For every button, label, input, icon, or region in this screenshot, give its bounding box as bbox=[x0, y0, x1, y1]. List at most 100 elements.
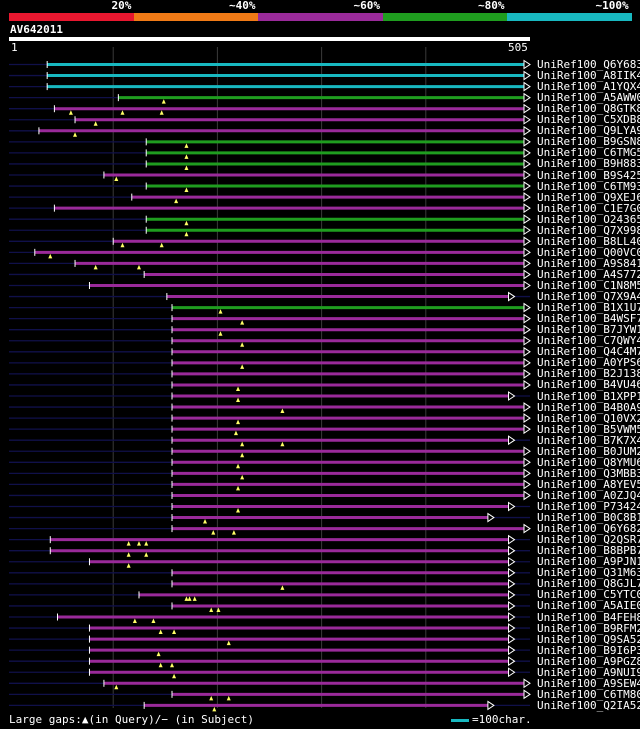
query-gap-marker bbox=[212, 706, 217, 712]
scale-label: ~60% bbox=[353, 0, 381, 12]
hit-label[interactable]: UniRef100_B2J138 bbox=[537, 367, 640, 381]
hit-label[interactable]: UniRef100_O24365 bbox=[537, 212, 640, 226]
hit-label[interactable]: UniRef100_C5XDB8 bbox=[537, 113, 640, 127]
hit-label[interactable]: UniRef100_C1N8M5 bbox=[537, 279, 640, 292]
query-gap-marker bbox=[240, 320, 245, 325]
query-gap-marker bbox=[158, 662, 163, 668]
query-gap-marker bbox=[184, 143, 189, 148]
hit-label[interactable]: UniRef100_C5YTC0 bbox=[537, 588, 640, 602]
hit-end-arrow bbox=[508, 567, 516, 578]
hit-label[interactable]: UniRef100_Q8YMU6 bbox=[537, 455, 640, 469]
hit-label[interactable]: UniRef100_B0C8B1 bbox=[537, 511, 640, 525]
hit-label[interactable]: UniRef100_Q10VX2 bbox=[537, 411, 640, 425]
hit-label[interactable]: UniRef100_A8YEV5 bbox=[537, 477, 640, 491]
hit-label[interactable]: UniRef100_Q9LYA9 bbox=[537, 124, 640, 138]
hit-label[interactable]: UniRef100_B7K7X4 bbox=[537, 433, 640, 447]
hit-end-arrow bbox=[508, 623, 516, 633]
query-gap-marker bbox=[144, 552, 149, 557]
hit-end-arrow bbox=[523, 225, 531, 236]
query-gap-marker bbox=[240, 441, 245, 447]
query-gap-marker bbox=[126, 552, 131, 557]
hit-label[interactable]: UniRef100_Q8GJL7 bbox=[537, 577, 640, 591]
footer-gaps-legend: Large gaps:▲(in Query)/− (in Subject) bbox=[9, 714, 254, 726]
hit-label[interactable]: UniRef100_Q9XEJ6 bbox=[537, 190, 640, 204]
hit-label[interactable]: UniRef100_B9H883 bbox=[537, 157, 640, 171]
hit-label[interactable]: UniRef100_C1E7G0 bbox=[537, 201, 640, 215]
scale-segment bbox=[382, 13, 507, 21]
hit-label[interactable]: UniRef100_A8IIK4 bbox=[537, 69, 640, 83]
query-gap-icon: ▲ bbox=[81, 713, 89, 726]
hit-label[interactable]: UniRef100_A9SEW4 bbox=[537, 676, 640, 690]
hit-label[interactable]: UniRef100_C6TM80 bbox=[537, 687, 640, 701]
hit-label[interactable]: UniRef100_C7QWY4 bbox=[537, 334, 640, 348]
hit-label[interactable]: UniRef100_Q00VC0 bbox=[537, 245, 640, 259]
hit-label[interactable]: UniRef100_A4S772 bbox=[537, 267, 640, 281]
gaps-label: Large gaps: bbox=[9, 713, 82, 726]
hit-label[interactable]: UniRef100_A9PGZ8 bbox=[537, 654, 640, 668]
hit-label[interactable]: UniRef100_Q9SA52 bbox=[537, 632, 640, 646]
hit-end-arrow bbox=[523, 357, 531, 368]
hit-label[interactable]: UniRef100_Q7X9A4 bbox=[537, 290, 640, 304]
query-gap-marker bbox=[184, 231, 189, 237]
hit-label[interactable]: UniRef100_B5VWM5 bbox=[537, 422, 640, 436]
hit-label[interactable]: UniRef100_C6TMG5 bbox=[537, 146, 640, 160]
hit-label[interactable]: UniRef100_Q2IA52 bbox=[537, 698, 640, 712]
hit-label[interactable]: UniRef100_B4WSF7 bbox=[537, 312, 640, 326]
hit-label[interactable]: UniRef100_A0ZJQ4 bbox=[537, 488, 640, 502]
hit-label[interactable]: UniRef100_B8BPB7 bbox=[537, 544, 640, 558]
hit-label[interactable]: UniRef100_B1XPP1 bbox=[537, 389, 640, 403]
query-gap-marker bbox=[240, 452, 245, 458]
hit-label[interactable]: UniRef100_B7JYW1 bbox=[537, 323, 640, 337]
hit-label[interactable]: UniRef100_B9RFM2 bbox=[537, 621, 640, 635]
query-gap-marker bbox=[211, 530, 216, 535]
hit-end-arrow bbox=[523, 136, 531, 147]
hit-label[interactable]: UniRef100_A0YPS6 bbox=[537, 356, 640, 370]
hit-label[interactable]: UniRef100_P73424 bbox=[537, 500, 640, 513]
identity-scale-bar: 20% ~40% ~60% ~80% ~100% bbox=[9, 0, 632, 22]
hit-label[interactable]: UniRef100_A9PJN1 bbox=[537, 555, 640, 569]
hit-label[interactable]: UniRef100_A9S841 bbox=[537, 256, 640, 270]
hit-label[interactable]: UniRef100_Q4C4M7 bbox=[537, 345, 640, 359]
query-gap-marker bbox=[132, 618, 137, 623]
hit-label[interactable]: UniRef100_Q2QSR7 bbox=[537, 533, 640, 547]
query-gap-marker bbox=[184, 220, 189, 226]
hit-label[interactable]: UniRef100_B4B0A9 bbox=[537, 400, 640, 414]
query-gap-marker bbox=[187, 596, 192, 601]
query-gap-marker bbox=[159, 110, 164, 115]
query-gap-marker bbox=[114, 176, 119, 181]
hit-end-arrow bbox=[523, 203, 531, 214]
query-gap-marker bbox=[174, 198, 179, 204]
hit-label[interactable]: UniRef100_Q6Y682 bbox=[537, 522, 640, 536]
hit-label[interactable]: UniRef100_B9I6P3 bbox=[537, 643, 640, 657]
hit-end-arrow bbox=[523, 92, 531, 103]
hit-label[interactable]: UniRef100_A1YQX4 bbox=[537, 80, 640, 94]
hit-label[interactable]: UniRef100_B9S425 bbox=[537, 168, 640, 182]
hit-label[interactable]: UniRef100_B1X1U7 bbox=[537, 301, 640, 315]
hit-label[interactable]: UniRef100_B4VU46 bbox=[537, 378, 640, 392]
hit-label[interactable]: UniRef100_A5AIE0 bbox=[537, 599, 640, 613]
hit-label[interactable]: UniRef100_Q31M63 bbox=[537, 566, 640, 580]
hit-label[interactable]: UniRef100_A9NUI9 bbox=[537, 665, 640, 679]
hit-end-arrow bbox=[523, 258, 531, 269]
hit-end-arrow bbox=[523, 103, 531, 114]
query-gap-marker bbox=[236, 463, 241, 469]
hit-label[interactable]: UniRef100_Q3MBB3 bbox=[537, 466, 640, 480]
hit-label[interactable]: UniRef100_A5AWW0 bbox=[537, 91, 640, 105]
hit-label[interactable]: UniRef100_Q8GTK8 bbox=[537, 102, 640, 116]
hit-label[interactable]: UniRef100_B8LL40 bbox=[537, 234, 640, 248]
hit-label[interactable]: UniRef100_B9GSN8 bbox=[537, 135, 640, 149]
query-gap-marker bbox=[156, 651, 161, 657]
hit-label[interactable]: UniRef100_B0JUM2 bbox=[537, 444, 640, 458]
scale-legend-line bbox=[451, 719, 469, 722]
hit-end-arrow bbox=[523, 247, 531, 258]
hit-label[interactable]: UniRef100_B4FEH8 bbox=[537, 610, 640, 624]
hit-end-arrow bbox=[523, 335, 531, 346]
query-gap-marker bbox=[73, 132, 78, 137]
hit-label[interactable]: UniRef100_C6TM93 bbox=[537, 179, 640, 193]
query-gap-marker bbox=[93, 264, 98, 270]
query-gap-marker bbox=[280, 408, 285, 414]
hit-label[interactable]: UniRef100_Q7X998 bbox=[537, 223, 640, 237]
hit-end-arrow bbox=[508, 501, 516, 512]
query-gap-marker bbox=[226, 640, 231, 646]
hit-label[interactable]: UniRef100_Q6Y683 bbox=[537, 58, 640, 71]
